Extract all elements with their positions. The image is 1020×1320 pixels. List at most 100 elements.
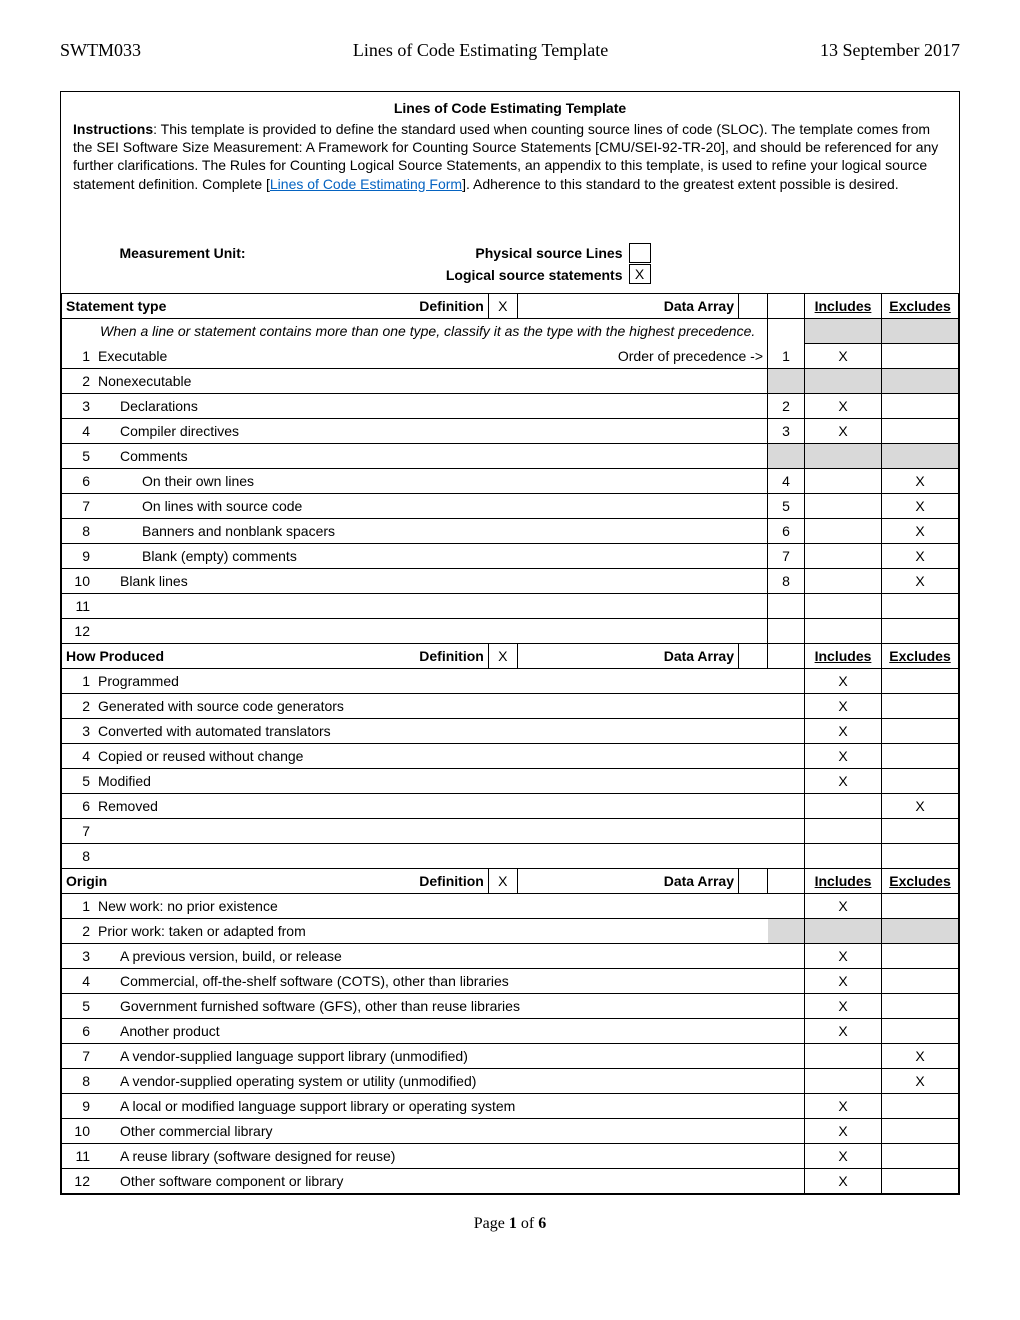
estimating-form-link[interactable]: Lines of Code Estimating Form [270,176,462,192]
st-row-order: 6 [768,518,805,543]
hp-row-excludes [882,668,959,693]
hp-row-includes: X [805,693,882,718]
logical-checkbox[interactable]: X [629,264,651,284]
or-def-check[interactable]: X [488,868,517,893]
or-row-includes: X [805,1168,882,1193]
or-row-includes: X [805,893,882,918]
hp-row-num: 1 [62,668,95,693]
main-table: Measurement Unit: Physical source Lines … [61,213,959,1194]
st-def-check[interactable]: X [488,293,517,318]
st-row-label: Nonexecutable [98,373,191,389]
measurement-unit-label: Measurement Unit: [62,213,344,263]
or-row-label: Other software component or library [98,1173,343,1189]
st-row-num: 10 [62,568,95,593]
or-row-num: 8 [62,1068,95,1093]
or-row-num: 7 [62,1043,95,1068]
statement-type-header: Statement type Definition X Data Array I… [62,293,959,318]
st-row-excludes: X [882,543,959,568]
st-row-excludes [882,618,959,643]
st-row-label: Declarations [98,398,198,414]
st-row-label: Blank (empty) comments [98,548,297,564]
physical-checkbox[interactable] [629,243,651,263]
hp-row-num: 3 [62,718,95,743]
hp-row-includes: X [805,668,882,693]
or-row-num: 9 [62,1093,95,1118]
data-array-label-3: Data Array [517,868,738,893]
or-row-label: Commercial, off-the-shelf software (COTS… [98,973,509,989]
or-row-num: 12 [62,1168,95,1193]
precedence-note: When a line or statement contains more t… [66,323,763,339]
st-row-excludes: X [882,493,959,518]
hp-row-excludes [882,818,959,843]
st-row-excludes [882,443,959,468]
st-row-num: 4 [62,418,95,443]
st-row-num: 12 [62,618,95,643]
hp-row-label: Converted with automated translators [94,718,768,743]
st-row-includes [805,443,882,468]
hp-row-num: 6 [62,793,95,818]
or-row-num: 3 [62,943,95,968]
st-row-num: 2 [62,368,95,393]
st-row-excludes: X [882,568,959,593]
hp-row-includes [805,793,882,818]
hp-row-label: Programmed [94,668,768,693]
page-num: 1 [509,1215,517,1232]
page-of: of [517,1215,538,1232]
logical-label: Logical source statements [344,263,629,293]
instructions-block: Instructions: This template is provided … [61,116,959,213]
or-row-label: A local or modified language support lib… [98,1098,515,1114]
st-row-label: On lines with source code [98,498,302,514]
st-row-num: 8 [62,518,95,543]
hp-row-label: Modified [94,768,768,793]
st-row-label: Banners and nonblank spacers [98,523,335,539]
or-row-includes: X [805,993,882,1018]
st-row-order: 7 [768,543,805,568]
st-row-num: 1 [62,343,95,368]
page-footer: Page 1 of 6 [60,1215,960,1233]
includes-header-2: Includes [805,643,882,668]
or-row-label: Government furnished software (GFS), oth… [98,998,520,1014]
hp-row-num: 4 [62,743,95,768]
or-row-excludes [882,1168,959,1193]
how-produced-title: How Produced [66,648,164,664]
st-row-order [768,593,805,618]
statement-type-title: Statement type [66,298,166,314]
or-row-label: Other commercial library [98,1123,272,1139]
hp-row-excludes [882,768,959,793]
st-row-includes: X [805,418,882,443]
data-array-label-1: Data Array [517,293,738,318]
excludes-header-2: Excludes [882,643,959,668]
data-array-label-2: Data Array [517,643,738,668]
or-row-label: A vendor-supplied language support libra… [98,1048,468,1064]
or-row-excludes [882,1093,959,1118]
st-row-order: 3 [768,418,805,443]
or-da-check[interactable] [739,868,768,893]
or-row-num: 10 [62,1118,95,1143]
st-row-includes: X [805,393,882,418]
st-row-order [768,618,805,643]
st-row-order [768,368,805,393]
hp-row-label [94,843,768,868]
instructions-text-2: ]. Adherence to this standard to the gre… [462,176,899,192]
st-row-excludes [882,343,959,368]
or-row-excludes: X [882,1043,959,1068]
hp-row-excludes: X [882,793,959,818]
hp-row-includes: X [805,768,882,793]
st-row-order [768,443,805,468]
st-da-check[interactable] [739,293,768,318]
or-row-includes [805,1068,882,1093]
excludes-header-3: Excludes [882,868,959,893]
hp-row-label [94,818,768,843]
or-row-num: 2 [62,918,95,943]
or-row-label: A previous version, build, or release [98,948,342,964]
hp-row-includes [805,818,882,843]
hp-row-excludes [882,743,959,768]
st-row-excludes [882,368,959,393]
hp-da-check[interactable] [739,643,768,668]
hp-def-check[interactable]: X [488,643,517,668]
or-row-label: A reuse library (software designed for r… [98,1148,395,1164]
origin-title: Origin [66,873,107,889]
page-header: SWTM033 Lines of Code Estimating Templat… [60,40,960,61]
st-row-excludes [882,593,959,618]
st-row-includes [805,368,882,393]
